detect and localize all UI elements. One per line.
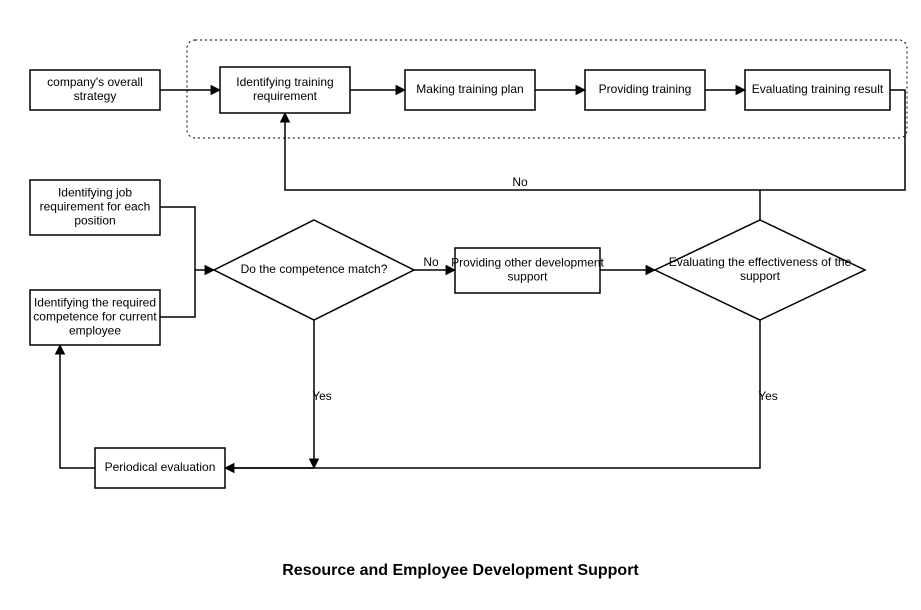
edge-label: Yes [312, 389, 332, 403]
node-periodical: Periodical evaluation [95, 448, 225, 488]
edge [160, 270, 195, 317]
edge-label: No [423, 255, 439, 269]
node-identify_job: Identifying jobrequirement for eachposit… [30, 180, 160, 235]
flowchart-canvas: company's overallstrategy Identifying tra… [0, 0, 921, 610]
svg-text:Making training plan: Making training plan [416, 82, 523, 96]
edge [60, 345, 95, 468]
node-eval_train: Evaluating training result [745, 70, 890, 110]
node-make_plan: Making training plan [405, 70, 535, 110]
node-provide_other: Providing other developmentsupport [451, 248, 604, 293]
node-provide_train: Providing training [585, 70, 705, 110]
svg-text:Do the competence match?: Do the competence match? [241, 262, 388, 276]
edge [285, 113, 760, 220]
node-strategy: company's overallstrategy [30, 70, 160, 110]
node-identify_comp: Identifying the requiredcompetence for c… [30, 290, 160, 345]
svg-text:Periodical evaluation: Periodical evaluation [105, 460, 216, 474]
edge [160, 207, 195, 270]
svg-text:Evaluating training result: Evaluating training result [752, 82, 884, 96]
edge-label: No [512, 175, 528, 189]
diagram-title: Resource and Employee Development Suppor… [282, 562, 639, 579]
svg-text:Providing training: Providing training [599, 82, 692, 96]
edge-label: Yes [758, 389, 778, 403]
edge [225, 320, 760, 468]
node-identify_train: Identifying trainingrequirement [220, 67, 350, 113]
node-dec_eval: Evaluating the effectiveness of thesuppo… [655, 220, 865, 320]
node-dec_match: Do the competence match? [214, 220, 414, 320]
